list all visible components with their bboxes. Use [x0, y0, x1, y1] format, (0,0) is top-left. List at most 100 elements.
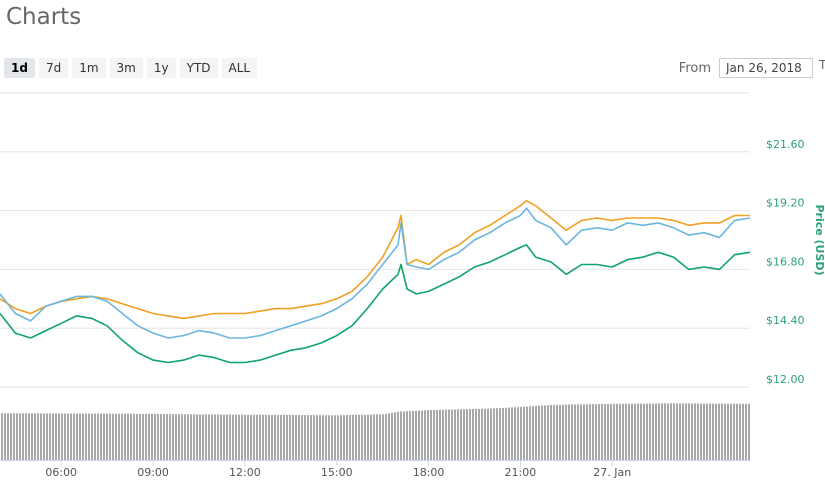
volume-bar — [394, 412, 396, 460]
volume-bar — [607, 403, 609, 460]
volume-bar — [352, 414, 354, 460]
volume-bar — [487, 408, 489, 460]
volume-bar — [325, 415, 327, 460]
volume-bar — [712, 403, 714, 460]
volume-bar — [649, 403, 651, 460]
volume-bar — [4, 413, 6, 460]
range-button-ytd[interactable]: YTD — [179, 58, 218, 78]
date-range-picker: From T — [679, 58, 825, 78]
volume-bar — [85, 413, 87, 460]
volume-bar — [706, 403, 708, 460]
volume-bar — [277, 414, 279, 460]
volume-bar — [433, 409, 435, 460]
volume-bar — [643, 403, 645, 460]
volume-bar — [280, 414, 282, 460]
x-tick-label: 18:00 — [413, 466, 445, 479]
volume-bar — [670, 403, 672, 460]
from-date-input[interactable] — [719, 58, 813, 78]
volume-bar — [205, 414, 207, 460]
volume-bar — [13, 413, 15, 460]
range-button-1m[interactable]: 1m — [72, 58, 106, 78]
volume-bar — [181, 414, 183, 460]
volume-bar — [103, 413, 105, 460]
range-button-7d[interactable]: 7d — [38, 58, 69, 78]
volume-bar — [532, 406, 534, 460]
volume-bar — [343, 415, 345, 460]
volume-bar — [448, 409, 450, 460]
volume-bar — [31, 413, 33, 460]
volume-bar — [307, 415, 309, 460]
range-button-3m[interactable]: 3m — [109, 58, 143, 78]
volume-bar — [250, 414, 252, 460]
volume-bar — [340, 415, 342, 460]
volume-bar — [160, 414, 162, 460]
volume-bar — [268, 414, 270, 460]
volume-bar — [424, 410, 426, 460]
range-button-1d[interactable]: 1d — [4, 58, 35, 78]
volume-bar — [553, 404, 555, 460]
volume-bar — [34, 413, 36, 460]
range-button-all[interactable]: ALL — [221, 58, 258, 78]
volume-bar — [145, 413, 147, 460]
volume-bar — [286, 414, 288, 460]
x-tick-label: 09:00 — [137, 466, 169, 479]
volume-bar — [178, 414, 180, 460]
to-label: T — [819, 58, 825, 72]
volume-bar — [592, 404, 594, 460]
volume-bar — [439, 409, 441, 460]
volume-bar — [82, 413, 84, 460]
volume-bar — [196, 414, 198, 460]
volume-bar — [238, 414, 240, 460]
volume-bar — [601, 404, 603, 460]
volume-bar — [379, 414, 381, 460]
y-tick-label: $19.20 — [766, 197, 805, 210]
volume-bar — [733, 403, 735, 460]
volume-bar — [88, 413, 90, 460]
volume-bar — [22, 413, 24, 460]
volume-bar — [490, 408, 492, 460]
volume-bar — [175, 414, 177, 460]
volume-bar — [367, 414, 369, 460]
volume-bar — [337, 415, 339, 460]
volume-bar — [40, 413, 42, 460]
volume-bar — [163, 414, 165, 460]
volume-bar — [742, 403, 744, 460]
volume-bar — [115, 413, 117, 460]
volume-bar — [373, 414, 375, 460]
volume-bars — [1, 403, 750, 460]
volume-bar — [49, 413, 51, 460]
volume-bar — [520, 406, 522, 460]
x-tick-label: 27. Jan — [593, 466, 631, 479]
volume-bar — [259, 414, 261, 460]
volume-bar — [529, 406, 531, 460]
volume-bar — [61, 413, 63, 460]
volume-bar — [730, 403, 732, 460]
range-button-1y[interactable]: 1y — [146, 58, 176, 78]
volume-bar — [199, 414, 201, 460]
volume-bar — [7, 413, 9, 460]
volume-bar — [610, 403, 612, 460]
volume-bar — [658, 403, 660, 460]
volume-bar — [43, 413, 45, 460]
volume-bar — [415, 410, 417, 460]
y-tick-label: $12.00 — [766, 373, 805, 386]
volume-bar — [484, 408, 486, 460]
volume-bar — [94, 413, 96, 460]
volume-bar — [10, 413, 12, 460]
volume-bar — [523, 406, 525, 460]
volume-bar — [121, 413, 123, 460]
y-tick-label: $14.40 — [766, 314, 805, 327]
volume-bar — [319, 415, 321, 460]
volume-bar — [562, 404, 564, 460]
volume-bar — [685, 403, 687, 460]
volume-bar — [739, 403, 741, 460]
volume-bar — [511, 407, 513, 460]
volume-bar — [328, 415, 330, 460]
volume-bar — [541, 405, 543, 460]
volume-bar — [220, 414, 222, 460]
volume-bar — [226, 414, 228, 460]
volume-bar — [727, 403, 729, 460]
volume-bar — [28, 413, 30, 460]
volume-bar — [358, 414, 360, 460]
